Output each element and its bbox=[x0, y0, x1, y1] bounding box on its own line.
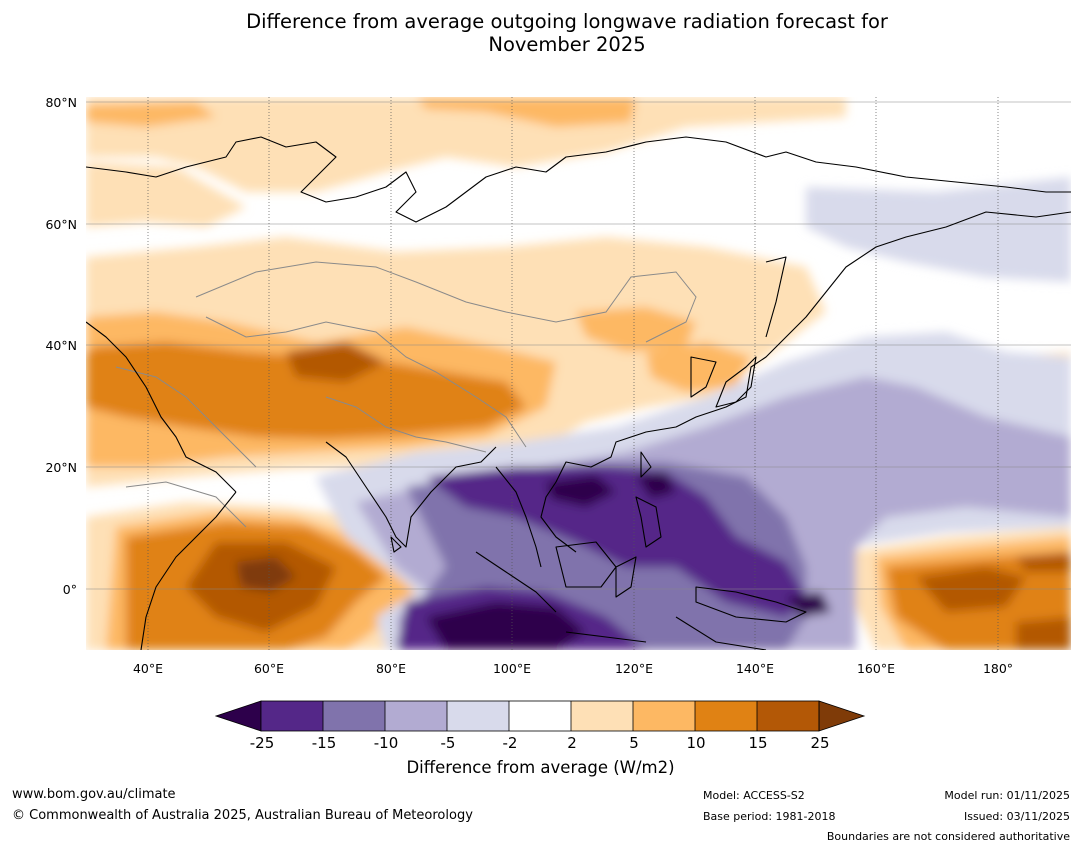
field-pos-10-15-asia bbox=[86, 342, 526, 439]
coast-indochina bbox=[495, 466, 542, 568]
ola-anomaly-map bbox=[86, 97, 1071, 650]
lon-label-100e: 100°E bbox=[492, 661, 531, 676]
title-line-2: November 2025 bbox=[488, 33, 646, 56]
field-pos-15-25-east-pacific bbox=[916, 567, 1026, 612]
colorbar-tick: 10 bbox=[686, 734, 706, 752]
colorbar-extend-low bbox=[215, 700, 262, 732]
field-pos-5-10-barents bbox=[86, 102, 216, 127]
lon-label-140e: 140°E bbox=[735, 661, 774, 676]
coast-japan bbox=[715, 356, 757, 408]
coast-taiwan bbox=[640, 451, 652, 478]
lon-label-160e: 160°E bbox=[856, 661, 895, 676]
anomaly-fields bbox=[86, 97, 1071, 650]
colorbar-tick: -2 bbox=[502, 734, 518, 752]
field-pos-5-10-kara bbox=[416, 97, 636, 127]
border-africa bbox=[125, 481, 247, 528]
colorbar-tick: -10 bbox=[373, 734, 399, 752]
field-pos-5-10-north-china bbox=[576, 307, 696, 352]
lat-label-80n: 80°N bbox=[45, 95, 77, 110]
coast-new-guinea bbox=[695, 586, 807, 623]
border-central-asia bbox=[205, 316, 527, 448]
field-lt-25-new-guinea bbox=[786, 592, 831, 617]
field-neg-2-5-north-pacific bbox=[806, 177, 1071, 282]
coast-australia bbox=[675, 616, 767, 650]
field-gt-25-indian-ocean bbox=[236, 557, 296, 592]
map-title: Difference from average outgoing longwav… bbox=[0, 10, 1081, 56]
coast-arabia bbox=[86, 321, 237, 493]
field-pos-2-5-arctic bbox=[86, 97, 846, 192]
colorbar-tick: 15 bbox=[748, 734, 768, 752]
lat-label-20n: 20°N bbox=[45, 460, 77, 475]
colorbar-label: Difference from average (W/m2) bbox=[406, 758, 675, 777]
colorbar-tick: 25 bbox=[810, 734, 830, 752]
lat-label-0: 0° bbox=[62, 582, 77, 597]
map-svg bbox=[86, 97, 1071, 650]
border-russia-south bbox=[195, 261, 697, 343]
coast-india bbox=[325, 441, 497, 548]
coast-borneo bbox=[555, 541, 617, 588]
colorbar-bin-minus2-2 bbox=[509, 701, 571, 731]
border-himalaya bbox=[325, 396, 487, 453]
lon-label-40e: 40°E bbox=[132, 661, 164, 676]
colorbar-bin-minus15-minus10 bbox=[323, 701, 385, 731]
coast-arctic bbox=[86, 136, 1071, 223]
colorbar-bin-10-15 bbox=[695, 701, 757, 731]
field-pos-5-10-korea bbox=[646, 342, 751, 392]
field-pos-2-5-west-siberia bbox=[86, 162, 246, 227]
coast-philippines bbox=[635, 496, 662, 548]
model-name: Model: ACCESS-S2 bbox=[703, 789, 805, 802]
coast-korea bbox=[690, 356, 717, 398]
colorbar-bin-minus5-minus2 bbox=[447, 701, 509, 731]
field-lt-25-philippines bbox=[636, 472, 676, 499]
lon-label-180: 180° bbox=[982, 661, 1014, 676]
field-pos-15-25-east-pacific-2 bbox=[1016, 552, 1071, 572]
border-middle-east bbox=[115, 366, 257, 468]
issued-date: Issued: 03/11/2025 bbox=[963, 810, 1070, 823]
lon-label-80e: 80°E bbox=[375, 661, 407, 676]
colorbar-tick: -25 bbox=[249, 734, 275, 752]
title-line-1: Difference from average outgoing longwav… bbox=[246, 10, 888, 33]
coast-java bbox=[565, 631, 647, 643]
colorbar-bin-5-10 bbox=[633, 701, 695, 731]
field-lt-25-sumatra bbox=[426, 602, 586, 650]
coast-sumatra bbox=[475, 551, 557, 613]
field-pos-15-25-east-pacific-3 bbox=[1016, 617, 1071, 650]
colorbar-tick: -15 bbox=[311, 734, 337, 752]
coast-sri-lanka bbox=[390, 536, 402, 553]
field-lt-25-south-china-sea bbox=[546, 475, 616, 507]
colorbar-outline bbox=[260, 700, 820, 732]
lat-label-60n: 60°N bbox=[45, 217, 77, 232]
website-link[interactable]: www.bom.gov.au/climate bbox=[12, 787, 176, 802]
coastlines bbox=[86, 136, 1071, 650]
colorbar-tick: -5 bbox=[440, 734, 456, 752]
colorbar-tick: 2 bbox=[567, 734, 577, 752]
lat-label-40n: 40°N bbox=[45, 338, 77, 353]
country-borders bbox=[115, 261, 697, 528]
coast-kamchatka bbox=[765, 256, 787, 338]
colorbar-bin-15-25 bbox=[757, 701, 819, 731]
colorbar bbox=[215, 700, 866, 732]
copyright-notice: © Commonwealth of Australia 2025, Austra… bbox=[12, 808, 473, 823]
graticule bbox=[86, 97, 1071, 650]
colorbar-bin-minus10-minus5 bbox=[385, 701, 447, 731]
boundaries-disclaimer: Boundaries are not considered authoritat… bbox=[826, 830, 1070, 843]
base-period: Base period: 1981-2018 bbox=[703, 810, 836, 823]
colorbar-bin-2-5 bbox=[571, 701, 633, 731]
colorbar-bin-minus25-minus15 bbox=[261, 701, 323, 731]
model-run-date: Model run: 01/11/2025 bbox=[944, 789, 1070, 802]
colorbar-tick: 5 bbox=[629, 734, 639, 752]
lon-label-60e: 60°E bbox=[253, 661, 285, 676]
coast-sulawesi bbox=[615, 556, 637, 598]
coast-east-africa bbox=[140, 491, 237, 650]
lon-label-120e: 120°E bbox=[614, 661, 653, 676]
field-pos-15-25-tibet bbox=[286, 342, 386, 382]
colorbar-extend-high bbox=[818, 700, 866, 732]
